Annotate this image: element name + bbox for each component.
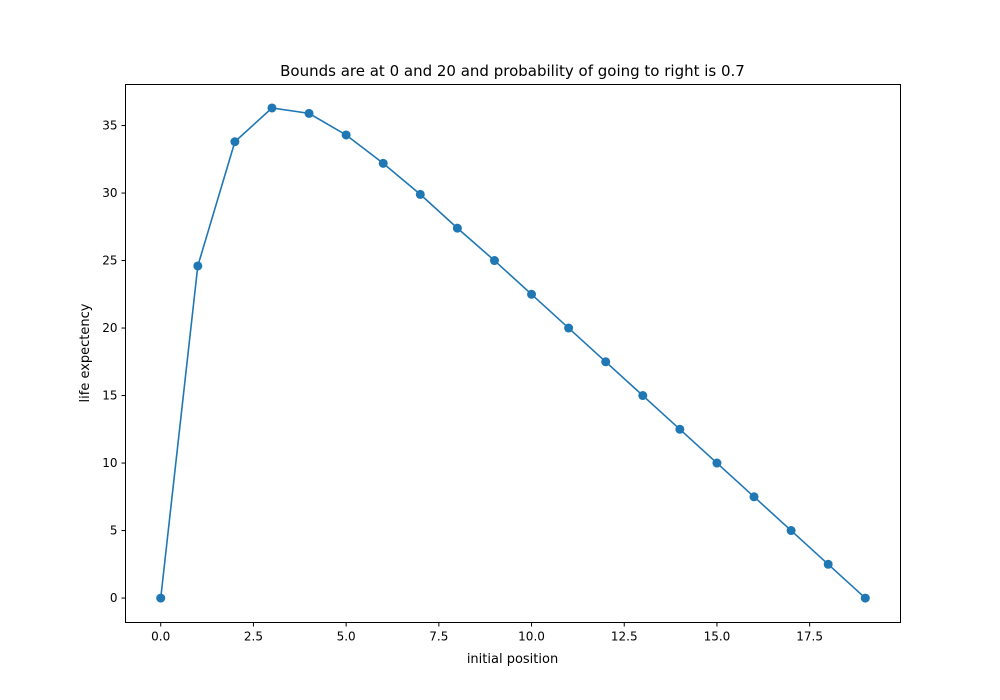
plot-area [125,84,901,623]
x-tick-label: 7.5 [429,630,448,644]
x-tick-label: 5.0 [337,630,356,644]
x-tick-label: 17.5 [796,630,823,644]
data-point [415,189,425,199]
data-point [452,223,462,233]
y-axis-label: life expectency [78,303,93,402]
data-point [230,137,240,147]
data-point [675,424,685,434]
data-point [638,391,648,401]
data-point [378,158,388,168]
y-tick-label: 5 [110,524,118,538]
y-tick-label: 20 [102,321,117,335]
x-axis-label: initial position [467,652,558,667]
data-point [527,289,537,299]
x-tick-label: 10.0 [518,630,545,644]
y-tick-label: 0 [110,591,118,605]
y-axis: 0 5 10 15 20 25 30 35 [102,119,126,605]
x-axis: 0.0 2.5 5.0 7.5 10.0 12.5 15.0 17.5 [151,622,823,644]
x-tick-label: 0.0 [151,630,170,644]
y-tick-label: 10 [102,456,117,470]
plot-frame [125,84,901,623]
data-point [564,323,574,333]
data-point [156,593,166,603]
series-layer [156,103,870,603]
y-tick-label: 30 [102,186,117,200]
data-point [267,103,277,113]
data-point [712,458,722,468]
x-tick-label: 15.0 [704,630,731,644]
data-point [489,256,499,266]
y-tick-label: 35 [102,119,117,133]
data-point [823,559,833,569]
x-tick-label: 2.5 [244,630,263,644]
data-point [341,130,351,140]
data-point [786,526,796,536]
chart-title: Bounds are at 0 and 20 and probability o… [280,62,745,80]
series-line [159,107,866,599]
data-point [193,261,203,271]
x-tick-label: 12.5 [611,630,638,644]
data-point [860,593,870,603]
data-point [749,492,759,502]
data-point [601,357,611,367]
y-tick-label: 25 [102,254,117,268]
y-tick-label: 15 [102,389,117,403]
data-point [304,108,314,118]
